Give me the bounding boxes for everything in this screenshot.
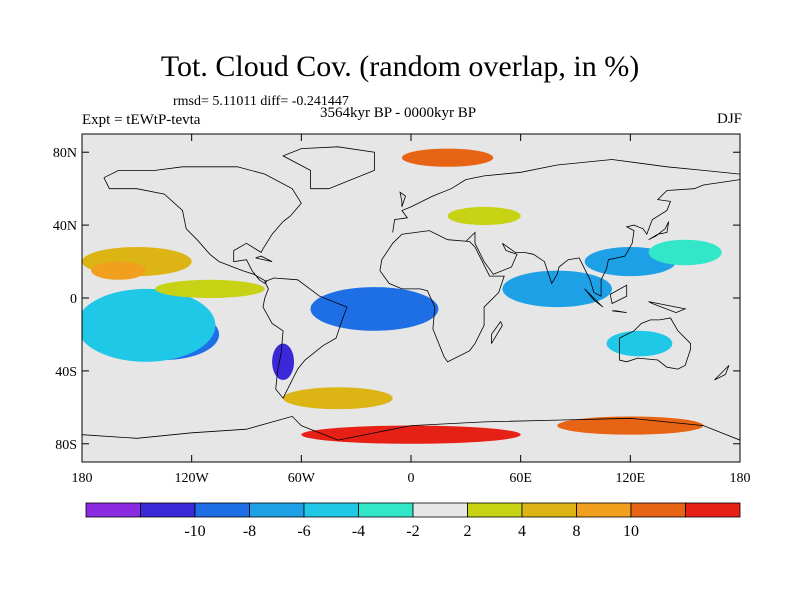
coastline (392, 159, 740, 233)
coastline (103, 166, 302, 284)
anomaly-patch (401, 148, 494, 167)
anomaly-patch (155, 279, 265, 298)
colorbar-label: -2 (406, 523, 419, 540)
coastlines (82, 146, 740, 441)
colorbar: -10 -8 -6 -4 -2 2 4 8 10 (85, 502, 741, 540)
coastline (282, 146, 375, 190)
coastline (399, 191, 406, 208)
coastline (379, 230, 505, 363)
colorbar-label: 10 (623, 523, 639, 540)
coastline (465, 179, 740, 297)
colorbar-label: 2 (464, 523, 472, 540)
x-tick-label: 120W (175, 471, 210, 486)
anomaly-patch (301, 425, 521, 444)
colorbar-swatch (467, 502, 523, 518)
axis-ticks: 180 120W 60W 0 60E 120E 180 80N 40N 0 40S 80S (53, 134, 751, 486)
colorbar-label: -8 (243, 523, 256, 540)
y-tick-label: 0 (70, 292, 77, 307)
x-tick-label: 60E (509, 471, 532, 486)
coastline (612, 310, 627, 313)
season-label: DJF (716, 111, 742, 127)
anomaly-patch (447, 206, 521, 226)
colorbar-swatch (521, 502, 577, 518)
colorbar-swatch (194, 502, 250, 518)
colorbar-swatch (630, 502, 686, 518)
anomaly-patch (606, 330, 673, 357)
stats-text: rmsd= 5.11011 diff= -0.241447 (173, 94, 349, 109)
y-tick-label: 40N (53, 219, 77, 234)
anomaly-patch (91, 261, 146, 280)
experiment-label: Expt = tEWtP-tevta (82, 112, 201, 128)
anomaly-patch (557, 416, 704, 435)
y-tick-label: 40S (55, 365, 77, 380)
colorbar-swatch (85, 502, 141, 518)
coastline (648, 221, 670, 241)
colorbar-swatch (140, 502, 196, 518)
colorbar-swatch (412, 502, 468, 518)
x-tick-label: 60W (288, 471, 316, 486)
coastline (82, 415, 740, 441)
colorbar-label: -4 (352, 523, 365, 540)
colorbar-label: 8 (573, 523, 581, 540)
colorbar-label: 4 (518, 523, 526, 540)
y-tick-label: 80N (53, 146, 77, 161)
coastline (584, 288, 604, 308)
coastline (619, 317, 691, 370)
colorbar-swatch (249, 502, 305, 518)
colorbar-label: -6 (297, 523, 310, 540)
coastline (491, 320, 503, 344)
anomaly-patch (648, 239, 722, 266)
anomaly-patch (272, 343, 295, 380)
x-tick-label: 180 (730, 471, 751, 486)
anomaly-fields (82, 148, 722, 444)
anomaly-patch (310, 287, 439, 331)
colorbar-swatch (576, 502, 632, 518)
colorbar-label: -10 (184, 523, 205, 540)
coastline (262, 277, 348, 399)
anomaly-patch (273, 205, 329, 227)
x-tick-label: 120E (616, 471, 646, 486)
x-tick-label: 180 (72, 471, 93, 486)
coastline (714, 365, 730, 381)
period-label: 3564kyr BP - 0000kyr BP (320, 105, 477, 121)
anomaly-patch (82, 288, 216, 362)
anomaly-patch (474, 359, 567, 382)
coastline (648, 301, 687, 314)
coastline (255, 255, 273, 262)
map-title: Tot. Cloud Cov. (random overlap, in %) (160, 50, 640, 83)
coastline (609, 284, 628, 305)
anomaly-patch (283, 387, 393, 410)
colorbar-swatch (685, 502, 741, 518)
anomaly-patch (502, 270, 613, 308)
x-tick-label: 0 (408, 471, 415, 486)
y-tick-label: 80S (55, 438, 77, 453)
colorbar-swatch (303, 502, 359, 518)
colorbar-swatch (358, 502, 414, 518)
